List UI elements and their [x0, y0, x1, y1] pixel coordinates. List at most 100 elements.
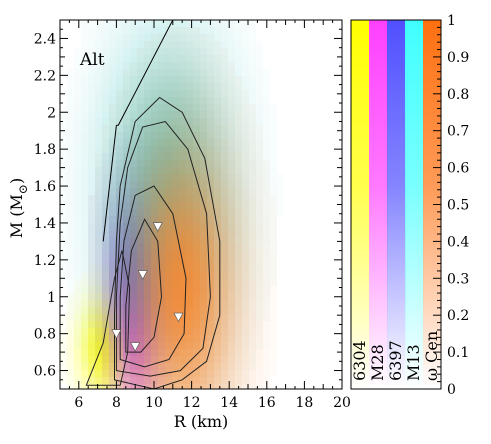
density-cell — [144, 97, 151, 104]
density-cell — [123, 209, 130, 216]
density-cell — [228, 104, 235, 111]
density-cell — [74, 328, 81, 335]
density-cell — [207, 202, 214, 209]
density-cell — [200, 104, 207, 111]
density-cell — [137, 139, 144, 146]
density-cell — [144, 356, 151, 363]
density-cell — [193, 181, 200, 188]
density-cell — [95, 55, 102, 62]
density-cell — [242, 181, 249, 188]
density-cell — [151, 370, 158, 377]
density-cell — [165, 160, 172, 167]
density-cell — [116, 160, 123, 167]
density-cell — [179, 76, 186, 83]
density-cell — [151, 202, 158, 209]
density-cell — [270, 293, 277, 300]
density-cell — [130, 76, 137, 83]
density-cell — [242, 202, 249, 209]
density-cell — [270, 237, 277, 244]
density-cell — [95, 202, 102, 209]
density-cell — [95, 230, 102, 237]
density-cell — [179, 69, 186, 76]
density-cell — [102, 279, 109, 286]
density-cell — [95, 300, 102, 307]
density-cell — [109, 251, 116, 258]
density-cell — [256, 62, 263, 69]
density-cell — [228, 181, 235, 188]
density-cell — [137, 356, 144, 363]
density-cell — [109, 328, 116, 335]
density-cell — [109, 27, 116, 34]
density-cell — [263, 342, 270, 349]
density-cell — [242, 174, 249, 181]
density-cell — [95, 216, 102, 223]
density-cell — [130, 335, 137, 342]
density-cell — [235, 258, 242, 265]
density-cell — [81, 132, 88, 139]
density-cell — [88, 251, 95, 258]
density-cell — [242, 118, 249, 125]
density-cell — [88, 69, 95, 76]
density-cell — [109, 237, 116, 244]
density-cell — [102, 258, 109, 265]
density-cell — [263, 279, 270, 286]
density-cell — [235, 272, 242, 279]
density-cell — [116, 272, 123, 279]
density-cell — [130, 265, 137, 272]
density-cell — [256, 230, 263, 237]
density-cell — [144, 139, 151, 146]
density-cell — [235, 216, 242, 223]
density-cell — [88, 244, 95, 251]
density-cell — [88, 314, 95, 321]
density-cell — [60, 237, 67, 244]
density-cell — [235, 76, 242, 83]
density-cell — [256, 125, 263, 132]
density-cell — [235, 356, 242, 363]
density-cell — [102, 181, 109, 188]
density-cell — [109, 307, 116, 314]
density-cell — [144, 230, 151, 237]
density-cell — [74, 314, 81, 321]
density-cell — [165, 202, 172, 209]
density-cell — [144, 370, 151, 377]
density-cell — [130, 167, 137, 174]
density-cell — [256, 237, 263, 244]
density-cell — [151, 335, 158, 342]
density-cell — [130, 356, 137, 363]
density-cell — [207, 265, 214, 272]
density-cell — [151, 188, 158, 195]
density-cell — [263, 195, 270, 202]
density-cell — [242, 139, 249, 146]
density-cell — [130, 209, 137, 216]
density-cell — [81, 265, 88, 272]
density-cell — [116, 370, 123, 377]
density-cell — [158, 90, 165, 97]
density-cell — [270, 272, 277, 279]
density-cell — [193, 321, 200, 328]
density-cell — [109, 188, 116, 195]
density-cell — [109, 342, 116, 349]
density-cell — [60, 335, 67, 342]
density-cell — [151, 272, 158, 279]
density-cell — [60, 223, 67, 230]
density-cell — [109, 349, 116, 356]
density-cell — [151, 363, 158, 370]
density-cell — [242, 300, 249, 307]
density-cell — [228, 363, 235, 370]
density-cell — [144, 370, 151, 377]
density-cell — [144, 153, 151, 160]
density-cell — [130, 244, 137, 251]
density-cell — [109, 356, 116, 363]
density-cell — [249, 279, 256, 286]
density-cell — [130, 356, 137, 363]
density-cell — [172, 377, 179, 384]
density-cell — [109, 370, 116, 377]
density-cell — [137, 384, 144, 389]
density-cell — [242, 160, 249, 167]
density-cell — [214, 216, 221, 223]
density-cell — [123, 237, 130, 244]
density-cell — [130, 188, 137, 195]
density-cell — [151, 146, 158, 153]
density-cell — [214, 83, 221, 90]
density-cell — [81, 223, 88, 230]
